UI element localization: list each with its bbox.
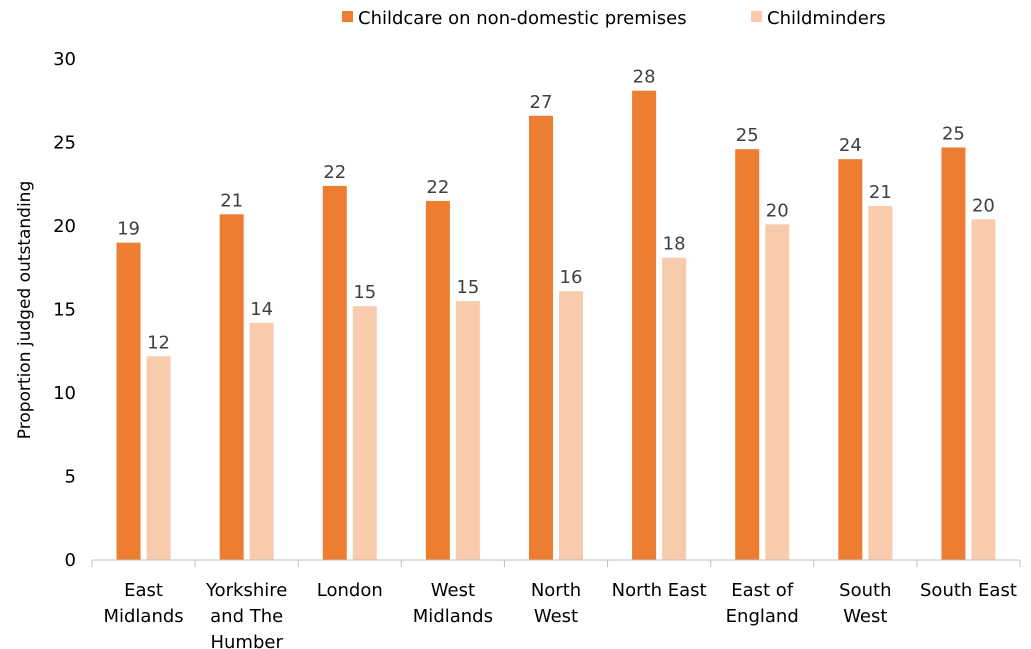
data-label: 16: [560, 267, 583, 288]
legend-swatch: [342, 11, 353, 22]
y-tick-label: 5: [65, 467, 76, 488]
x-category-label: South East: [920, 580, 1017, 601]
data-label: 15: [353, 282, 376, 303]
bar-childminders: [249, 322, 274, 560]
x-category-label: East of England: [726, 580, 799, 627]
bar-childminders: [971, 219, 996, 560]
data-label: 22: [426, 177, 449, 198]
legend-swatch: [751, 11, 762, 22]
x-category-label: West Midlands: [413, 580, 493, 627]
data-labels: 19 12 21 14 22 15 22 15 27 16 28 18 25 20 24 21 25 20: [117, 67, 995, 354]
x-category-label: South West: [839, 580, 891, 627]
y-tick-label: 30: [53, 49, 76, 70]
data-label: 25: [942, 124, 965, 145]
bar-childminders: [662, 257, 687, 560]
bar-childcare-non-domestic: [116, 242, 141, 560]
bar-childminders: [352, 306, 377, 560]
x-category-label: East Midlands: [103, 580, 183, 627]
data-label: 25: [736, 125, 759, 146]
data-label: 20: [972, 195, 995, 216]
y-tick-label: 20: [53, 216, 76, 237]
bar-childminders: [765, 224, 790, 560]
legend-label: Childcare on non-domestic premises: [358, 8, 687, 29]
bar-childcare-non-domestic: [632, 90, 657, 560]
y-axis: 0 5 10 15 20 25 30: [53, 49, 76, 571]
data-label: 21: [869, 182, 892, 203]
bar-childminders: [868, 205, 893, 560]
x-category-label: Yorkshire and The Humber: [205, 580, 287, 649]
bar-childminders: [146, 356, 171, 560]
data-label: 12: [147, 332, 170, 353]
legend: Childcare on non-domestic premises Childm…: [342, 8, 886, 29]
bar-childcare-non-domestic: [838, 159, 863, 560]
bar-childminders: [559, 291, 583, 560]
bar-childcare-non-domestic: [219, 214, 244, 560]
bars: [116, 90, 996, 561]
data-label: 22: [323, 162, 346, 183]
data-label: 27: [530, 92, 553, 113]
y-tick-label: 25: [53, 133, 76, 154]
bar-childcare-non-domestic: [735, 149, 760, 560]
data-label: 20: [766, 200, 789, 221]
bar-childcare-non-domestic: [529, 115, 553, 560]
data-label: 19: [117, 219, 140, 240]
x-category-label: North West: [531, 580, 581, 627]
data-label: 28: [633, 67, 656, 88]
y-axis-title: Proportion judged outstanding: [15, 181, 35, 440]
y-tick-label: 10: [53, 383, 76, 404]
data-label: 21: [220, 190, 243, 211]
x-axis: East Midlands Yorkshire and The Humber London…: [91, 560, 1021, 649]
y-tick-label: 15: [53, 300, 76, 321]
bar-childminders: [455, 301, 480, 560]
x-category-label: London: [317, 580, 383, 601]
data-label: 14: [250, 299, 273, 320]
x-category-label: North East: [612, 580, 707, 601]
bar-childcare-non-domestic: [941, 147, 966, 560]
bar-childcare-non-domestic: [425, 200, 450, 560]
bar-childcare-non-domestic: [322, 185, 347, 561]
data-label: 18: [663, 234, 686, 255]
data-label: 24: [839, 135, 862, 156]
y-tick-label: 0: [65, 550, 76, 571]
data-label: 15: [456, 277, 479, 298]
legend-label: Childminders: [767, 8, 886, 29]
